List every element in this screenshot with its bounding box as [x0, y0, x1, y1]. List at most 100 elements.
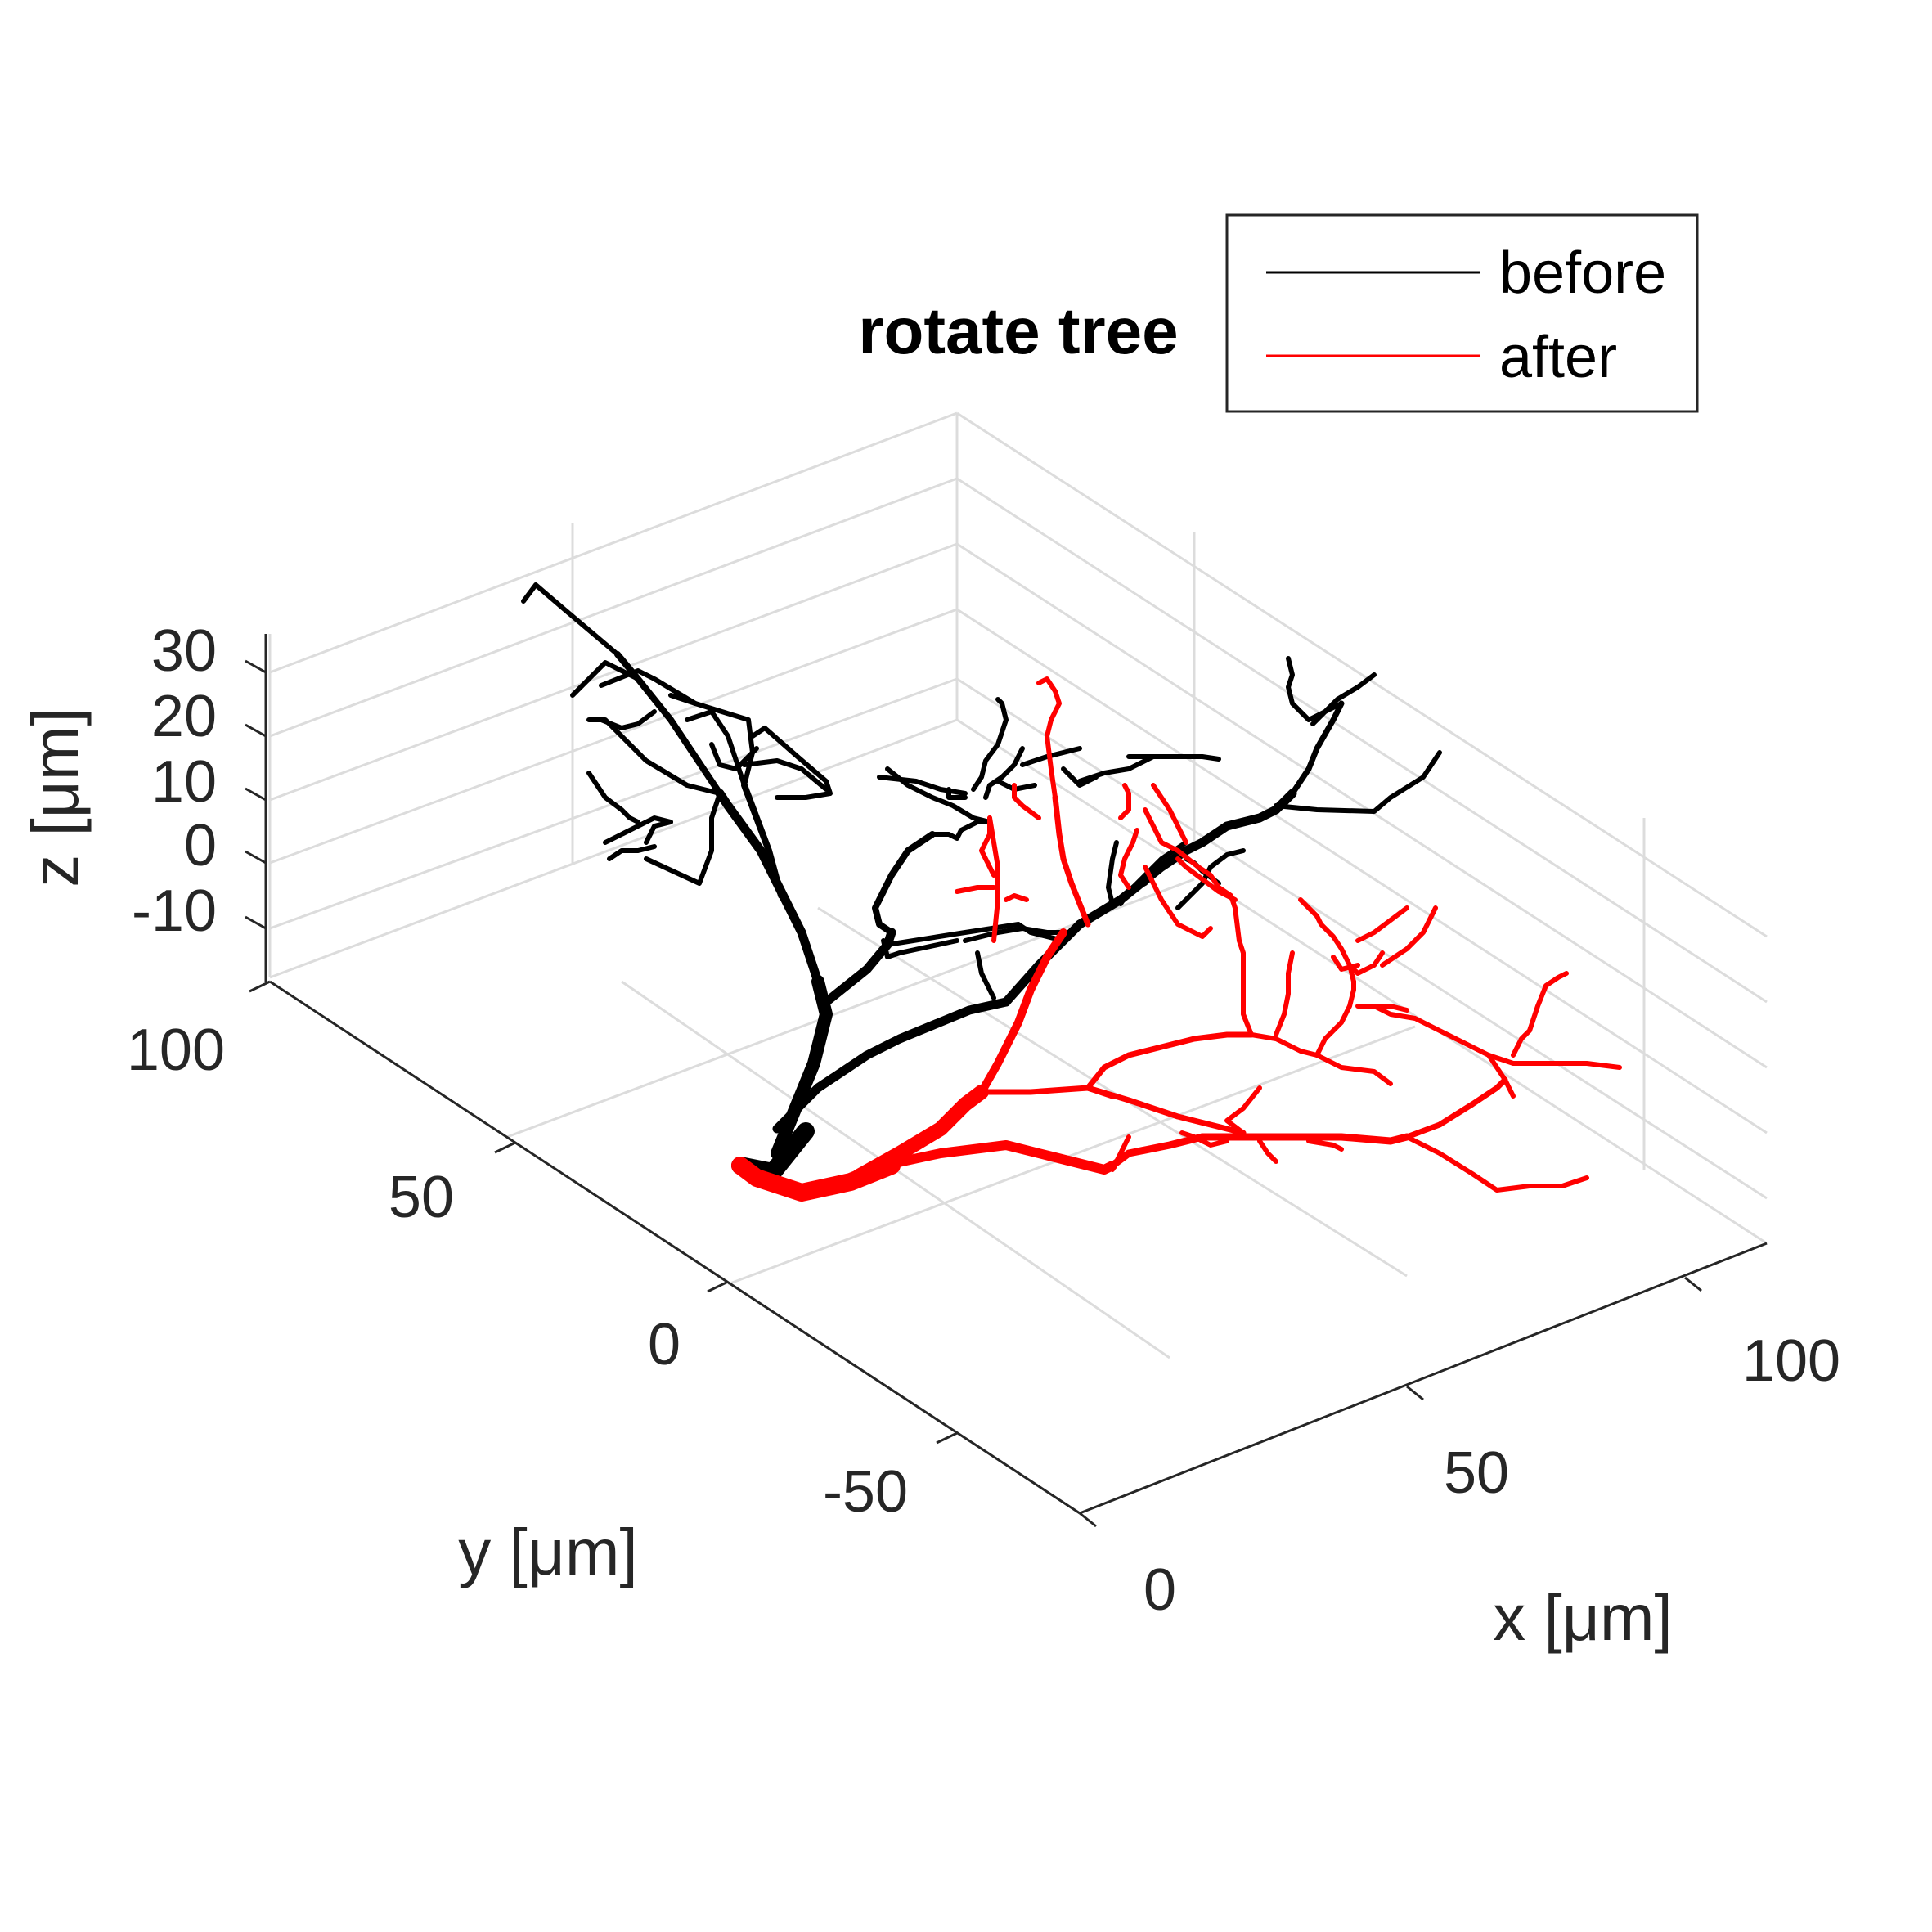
- before-segment: [930, 820, 980, 841]
- before-segment: [1175, 848, 1246, 910]
- before-segment: [1274, 750, 1442, 814]
- before-segment: [1106, 840, 1119, 906]
- series-before: [521, 582, 1442, 1181]
- after-segment: [1012, 783, 1041, 820]
- after-segment: [1198, 1133, 1411, 1145]
- z-tick-labels: 30 20 10 0 -10: [132, 618, 217, 944]
- legend-label-before: before: [1499, 240, 1666, 306]
- after-segment: [1314, 1053, 1393, 1086]
- after-segment: [1179, 1130, 1229, 1148]
- after-segment: [1175, 856, 1238, 902]
- before-segment: [607, 844, 657, 861]
- before-segment: [872, 831, 936, 936]
- before-segment: [742, 758, 829, 792]
- before-segment: [521, 582, 620, 657]
- before-segment: [1110, 840, 1188, 906]
- legend: before after: [1225, 213, 1699, 413]
- x-tick-label: 100: [1742, 1328, 1840, 1394]
- grid-lines: [268, 411, 1768, 1359]
- before-segment: [750, 726, 833, 800]
- before-segment: [570, 660, 640, 698]
- before-segment: [885, 766, 992, 824]
- before-segment: [971, 697, 1009, 792]
- y-axis-line: [269, 980, 1081, 1515]
- after-segment: [1004, 893, 1029, 902]
- before-segment: [614, 651, 723, 797]
- after-segment: [1355, 1004, 1409, 1013]
- after-segment: [1110, 1134, 1131, 1172]
- after-segment: [1306, 1139, 1344, 1152]
- before-segment: [983, 746, 1025, 800]
- before-segment: [1286, 656, 1344, 722]
- after-segment: [1274, 950, 1295, 1037]
- after-segment: [1143, 807, 1213, 878]
- before-segment: [586, 717, 722, 796]
- after-segment: [851, 1085, 989, 1184]
- after-segment: [1314, 979, 1356, 1058]
- y-tick-label: -50: [823, 1459, 908, 1525]
- after-segment: [1331, 955, 1360, 972]
- legend-box: [1225, 213, 1699, 413]
- after-segment: [1404, 1076, 1508, 1140]
- before-segment: [1077, 754, 1156, 784]
- after-segment: [1380, 905, 1438, 968]
- before-segment: [877, 775, 968, 796]
- z-tick-label: 30: [151, 618, 217, 684]
- after-segment: [1052, 794, 1091, 928]
- z-tick-label: 10: [151, 749, 217, 815]
- y-tick-label: 100: [127, 1018, 225, 1083]
- before-segment: [741, 782, 784, 899]
- before-segment: [586, 771, 640, 824]
- before-segment: [644, 820, 673, 845]
- after-segment: [1118, 828, 1139, 890]
- before-segment: [946, 787, 968, 800]
- x-axis-line: [1079, 1242, 1768, 1515]
- before-segment: [599, 668, 698, 706]
- x-tick-label: 50: [1444, 1440, 1509, 1506]
- y-tick-labels: 100 50 0 -50: [127, 1018, 908, 1525]
- before-segment: [772, 997, 1011, 1134]
- x-axis-label: x [μm]: [1493, 1581, 1672, 1654]
- after-segment: [1347, 950, 1385, 976]
- y-axis-label: y [μm]: [458, 1516, 637, 1588]
- before-segment: [709, 742, 759, 771]
- x-tick-labels: 0 50 100: [1143, 1328, 1840, 1623]
- after-segment: [1224, 1085, 1262, 1135]
- before-segment: [1289, 700, 1345, 797]
- before-segment: [821, 928, 896, 1007]
- legend-label-after: after: [1499, 325, 1617, 390]
- after-segment: [987, 815, 1000, 943]
- after-segment: [1143, 865, 1213, 939]
- before-segment: [599, 709, 657, 730]
- before-segment: [603, 815, 673, 845]
- z-tick-label: 0: [184, 813, 217, 878]
- after-segment: [977, 928, 1067, 1096]
- before-segment: [644, 791, 722, 886]
- after-segment: [1036, 676, 1062, 800]
- after-segment: [955, 885, 996, 894]
- after-segment: [1208, 873, 1242, 943]
- before-segment: [1020, 746, 1082, 767]
- x-tick-label: 0: [1143, 1557, 1176, 1623]
- before-segment: [881, 938, 959, 959]
- after-segment: [878, 1140, 1117, 1175]
- axes: [245, 634, 1768, 1528]
- series-after: [731, 676, 1622, 1202]
- z-tick-label: 20: [151, 684, 217, 749]
- y-tick-label: 50: [389, 1165, 454, 1230]
- before-segment: [975, 950, 996, 1000]
- before-segment: [685, 709, 747, 788]
- after-segment: [1249, 1032, 1319, 1058]
- chart-title: rotate tree: [858, 294, 1178, 367]
- after-segment: [1118, 783, 1131, 820]
- after-segment: [1372, 1004, 1458, 1041]
- after-segment: [1237, 938, 1254, 1037]
- before-segment: [715, 789, 823, 986]
- before-segment: [1118, 865, 1164, 906]
- after-segment: [1453, 1036, 1622, 1070]
- after-segment: [1108, 1133, 1231, 1170]
- before-segment: [885, 922, 1066, 947]
- after-segment: [1085, 1031, 1255, 1091]
- after-segment: [1486, 1053, 1516, 1099]
- before-segment: [1310, 672, 1377, 726]
